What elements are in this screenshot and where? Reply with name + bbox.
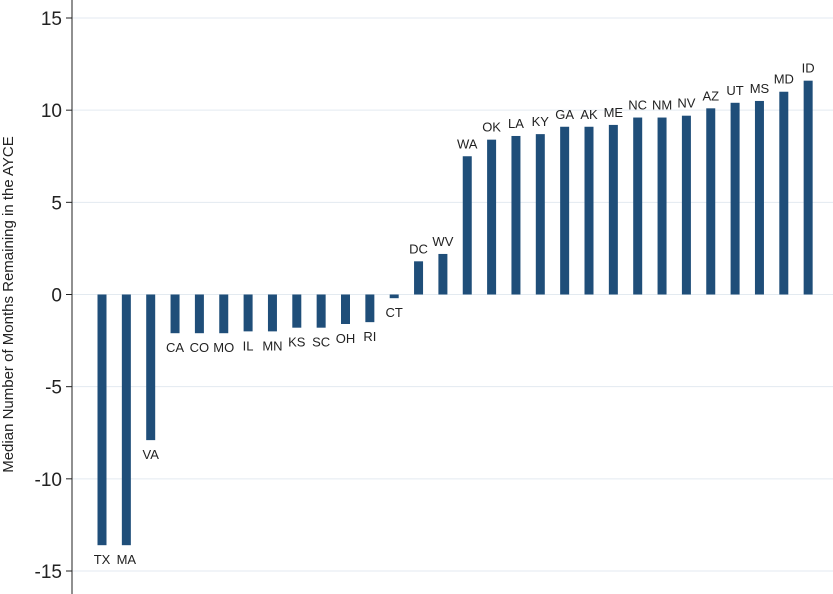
bar-label-ri: RI [363,329,376,344]
bar-ma [121,294,131,546]
bar-nc [633,117,643,295]
y-axis-ticks: 15 10 5 0 -5 -10 -15 [35,9,72,583]
bar-ok [487,139,497,295]
bar-nm [657,117,667,295]
bar-label-ga: GA [555,107,574,122]
bar-label-ca: CA [166,340,184,355]
bar-label-ak: AK [580,107,598,122]
y-tick-label: 0 [51,286,62,307]
bar-label-ut: UT [726,83,743,98]
bar-label-sc: SC [312,335,330,350]
bars [97,80,813,546]
bar-ak [584,126,594,295]
bar-va [146,294,156,441]
bar-label-la: LA [508,116,524,131]
bar-label-ct: CT [386,305,403,320]
bar-me [608,124,618,295]
y-tick-label: 15 [41,9,62,30]
y-tick-label: 10 [41,101,62,122]
bar-label-wv: WV [432,234,453,249]
bar-ca [170,294,180,334]
bar-label-me: ME [604,105,624,120]
bar-id [803,80,813,295]
bar-label-va: VA [143,447,160,462]
bar-ri [365,294,375,323]
bar-label-id: ID [802,61,815,76]
bar-mo [219,294,229,334]
bar-wa [462,156,472,295]
bar-label-dc: DC [409,241,428,256]
bar-label-wa: WA [457,136,478,151]
bar-wv [438,253,448,295]
bar-ks [292,294,302,328]
bar-label-ms: MS [750,81,770,96]
bar-label-nc: NC [628,98,647,113]
bar-ct [389,294,399,299]
bar-label-ky: KY [532,114,550,129]
bar-label-ok: OK [482,120,501,135]
bar-ut [730,102,740,295]
bar-co [194,294,204,334]
bar-label-mo: MO [213,340,234,355]
category-labels: TX MA VA CA CO MO IL MN KS SC OH RI CT DC WV WA OK LA KY GA… [94,61,815,568]
bar-dc [414,261,424,295]
bar-ky [535,134,545,295]
y-tick-label: -5 [45,378,62,399]
bar-la [511,135,521,295]
bar-az [706,108,716,295]
bar-label-ks: KS [288,335,306,350]
bar-nv [681,115,691,295]
bar-label-md: MD [774,72,794,87]
bar-ms [754,100,764,295]
bar-il [243,294,253,332]
bar-md [779,91,789,295]
y-tick-label: 5 [51,193,62,214]
bar-sc [316,294,326,328]
y-tick-label: -10 [35,470,62,491]
bar-label-az: AZ [702,88,719,103]
y-tick-label: -15 [35,562,62,583]
bar-ga [560,126,570,295]
bar-label-nv: NV [677,96,695,111]
bar-label-co: CO [190,340,210,355]
bar-label-ma: MA [117,552,137,567]
bar-label-mn: MN [262,338,282,353]
bar-label-tx: TX [94,552,111,567]
bar-label-il: IL [243,338,254,353]
bar-label-oh: OH [336,331,356,346]
bar-label-nm: NM [652,98,672,113]
y-axis-title: Median Number of Months Remaining in the… [0,136,17,473]
bar-mn [267,294,277,332]
bar-tx [97,294,107,546]
bar-oh [341,294,350,324]
